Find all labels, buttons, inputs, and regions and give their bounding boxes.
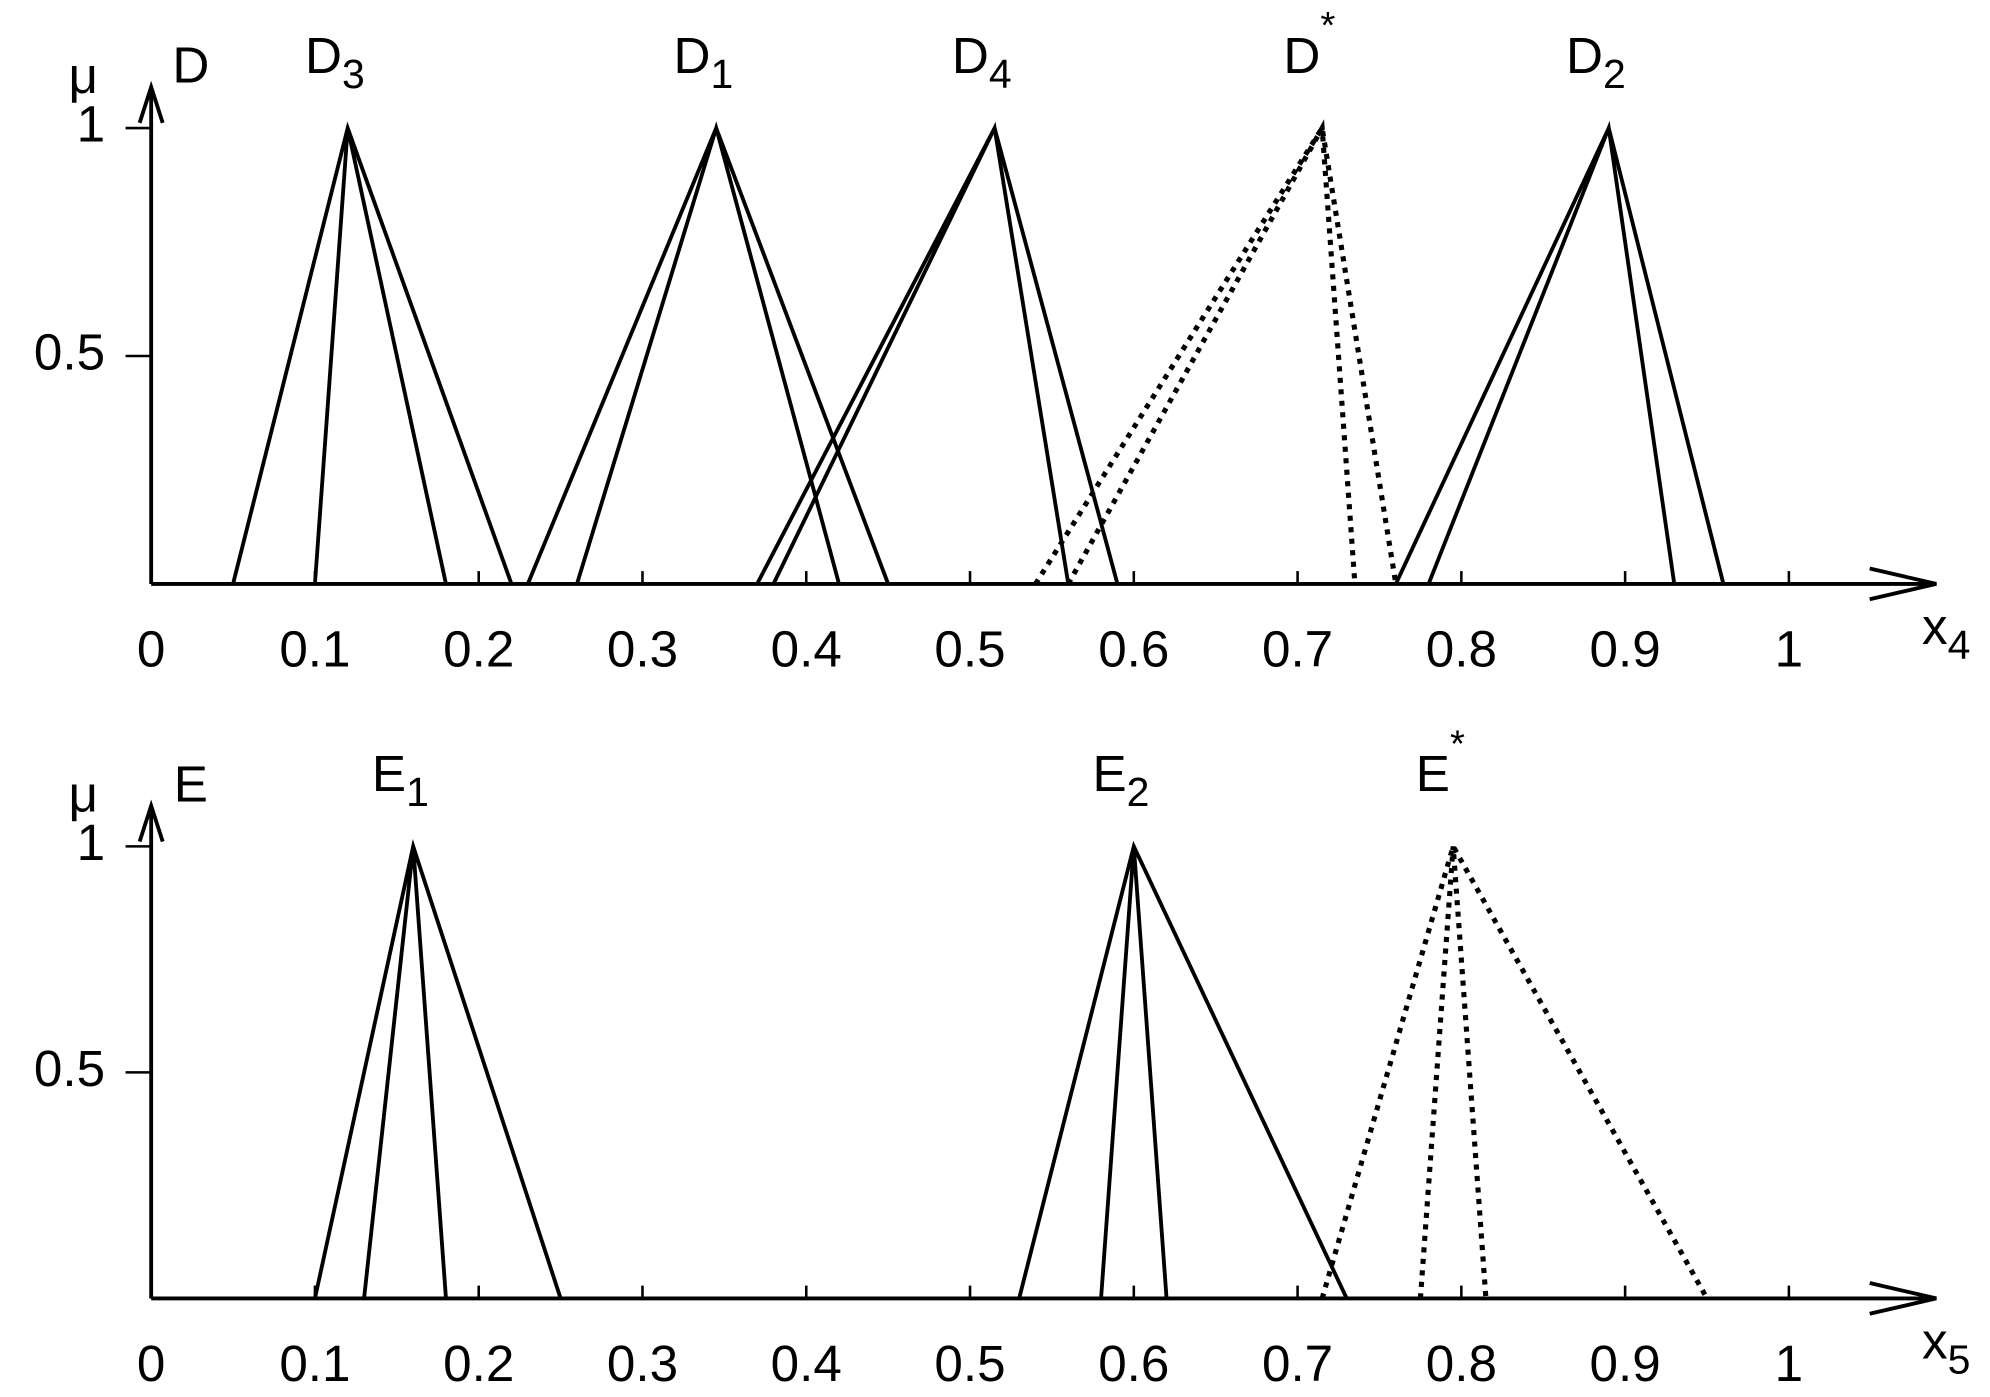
series-label-name: E bbox=[1093, 745, 1127, 802]
y-axis-label-sub: E bbox=[174, 755, 208, 812]
y-tick-label: 1 bbox=[77, 814, 105, 871]
membership-triangle bbox=[526, 121, 890, 585]
x-tick-label: 0.2 bbox=[443, 1335, 514, 1392]
x-tick-label: 0.5 bbox=[934, 621, 1005, 678]
series-label: D2 bbox=[1566, 26, 1626, 96]
series-label-name: D bbox=[1566, 26, 1603, 83]
x-tick-label: 0.4 bbox=[771, 621, 842, 678]
series-label: D1 bbox=[673, 26, 733, 96]
x-tick-label: 0.7 bbox=[1262, 1335, 1333, 1392]
series-label-sub: 2 bbox=[1603, 51, 1626, 97]
series-label: E2 bbox=[1093, 745, 1150, 815]
x-tick-label: 0.9 bbox=[1590, 621, 1661, 678]
y-axis-arrow bbox=[137, 799, 165, 843]
x-tick-label: 0.3 bbox=[607, 621, 678, 678]
series-label-sub: 3 bbox=[342, 51, 365, 97]
x-tick-label: 0.3 bbox=[607, 1335, 678, 1392]
y-tick-label: 0.5 bbox=[34, 324, 105, 381]
x-tick-label: 1 bbox=[1775, 1335, 1803, 1392]
series-label: E* bbox=[1416, 723, 1465, 802]
x-axis-label-main: x bbox=[1922, 1312, 1948, 1369]
x-tick-label: 0.1 bbox=[279, 621, 350, 678]
x-axis-label-sub: 5 bbox=[1948, 1336, 1971, 1382]
series-label-sup: * bbox=[1450, 723, 1465, 766]
x-tick-label: 0 bbox=[137, 1335, 165, 1392]
x-axis-arrow bbox=[1869, 1281, 1937, 1316]
x-tick-label: 0.9 bbox=[1590, 1335, 1661, 1392]
x-axis-label: x4 bbox=[1922, 598, 1970, 668]
x-tick-label: 0.8 bbox=[1426, 1335, 1497, 1392]
membership-triangle bbox=[1394, 120, 1726, 585]
y-axis-label: μ bbox=[69, 766, 99, 823]
x-tick-label: 0.6 bbox=[1098, 621, 1169, 678]
x-tick-label: 0.4 bbox=[771, 1335, 842, 1392]
membership-triangle bbox=[231, 121, 514, 585]
series-label-sub: 1 bbox=[710, 51, 733, 97]
membership-triangle bbox=[313, 839, 563, 1299]
membership-triangle bbox=[1017, 840, 1349, 1300]
y-axis-arrow bbox=[137, 80, 165, 124]
series-label-sup: * bbox=[1320, 4, 1335, 47]
series-label-sub: 4 bbox=[989, 51, 1012, 97]
series-label-name: D bbox=[952, 26, 989, 83]
x-tick-label: 0.1 bbox=[279, 1335, 350, 1392]
series-label-sub: 2 bbox=[1127, 769, 1150, 815]
membership-triangle bbox=[1033, 119, 1399, 586]
y-axis-label-sub: D bbox=[172, 37, 209, 94]
y-axis-label: μ bbox=[69, 47, 99, 104]
x-axis-label-main: x bbox=[1922, 598, 1948, 655]
series-label-sub: 1 bbox=[406, 769, 429, 815]
x-tick-label: 0.2 bbox=[443, 621, 514, 678]
series-label: D4 bbox=[952, 26, 1012, 96]
membership-triangle bbox=[755, 121, 1120, 585]
x-tick-label: 0.6 bbox=[1098, 1335, 1169, 1392]
series-label: E1 bbox=[372, 745, 429, 815]
y-tick-label: 0.5 bbox=[34, 1040, 105, 1097]
x-tick-label: 0 bbox=[137, 621, 165, 678]
series-label-name: D bbox=[305, 26, 342, 83]
x-axis-label-sub: 4 bbox=[1948, 622, 1971, 668]
series-label: D* bbox=[1283, 4, 1335, 83]
series-label: D3 bbox=[305, 26, 365, 96]
x-tick-label: 1 bbox=[1775, 621, 1803, 678]
y-tick-label: 1 bbox=[77, 96, 105, 153]
x-tick-label: 0.8 bbox=[1426, 621, 1497, 678]
x-axis-arrow bbox=[1869, 566, 1937, 602]
series-label-name: D bbox=[1283, 26, 1320, 83]
membership-triangle bbox=[1319, 839, 1710, 1300]
x-tick-label: 0.7 bbox=[1262, 621, 1333, 678]
series-label-name: E bbox=[372, 745, 406, 802]
series-label-name: D bbox=[673, 26, 710, 83]
series-label-name: E bbox=[1416, 745, 1450, 802]
x-axis-label: x5 bbox=[1922, 1312, 1970, 1382]
x-tick-label: 0.5 bbox=[934, 1335, 1005, 1392]
